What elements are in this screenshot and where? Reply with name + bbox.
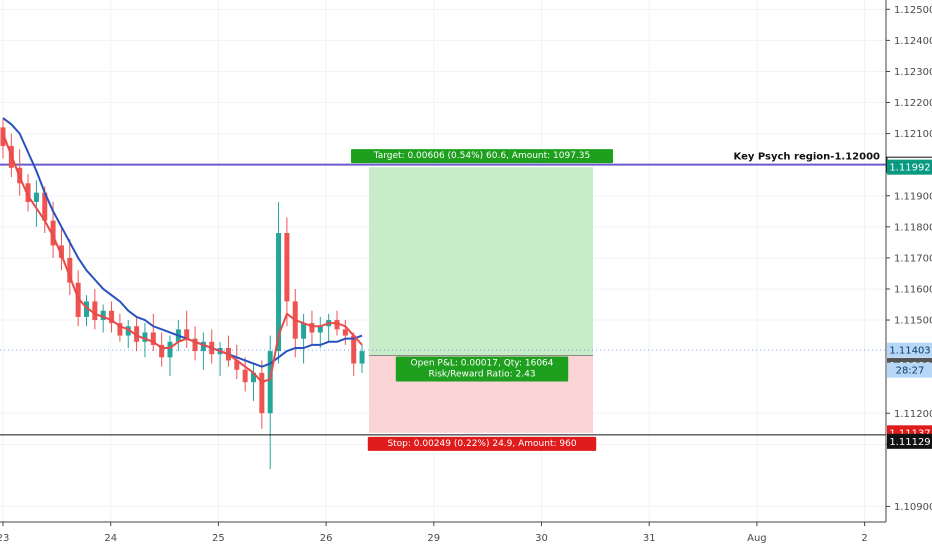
candle-body <box>317 326 323 333</box>
profit-zone <box>369 167 593 356</box>
target-label-text: Target: 0.00606 (0.54%) 60.6, Amount: 10… <box>373 151 591 161</box>
time-tick-label: 23 <box>0 533 9 544</box>
candle-body <box>150 332 156 345</box>
candle-body <box>67 257 73 283</box>
candle-body <box>50 220 56 246</box>
time-tick-label: 26 <box>320 533 333 544</box>
candle-body <box>184 329 190 339</box>
price-tick-label: 1.12500 <box>894 5 932 16</box>
price-tag-text: 1.11992 <box>889 163 930 174</box>
price-tags: 1.120001.119921.114031.113861.111371.111… <box>0 156 932 449</box>
time-axis[interactable]: 23 24 25 26 29 30 31 Aug 2 <box>0 521 886 544</box>
pnl-label-box <box>395 356 569 382</box>
price-tag-bg <box>887 433 932 449</box>
price-tick-label: 1.12300 <box>894 67 932 78</box>
time-tick-label: 25 <box>212 533 225 544</box>
ma-fast-line <box>2 133 363 384</box>
price-tag-text: 1.11129 <box>889 437 930 448</box>
candle-body <box>159 344 165 358</box>
candle-body <box>342 329 348 336</box>
price-tick-label: 1.11700 <box>894 253 932 264</box>
time-tick-label: 29 <box>427 533 440 544</box>
candle-body <box>58 245 64 258</box>
candle-body <box>117 323 123 336</box>
pnl-label-text: Risk/Reward Ratio: 2.43 <box>428 369 535 379</box>
candle-body <box>100 310 106 321</box>
moving-averages <box>2 117 363 384</box>
candle-body <box>251 372 256 383</box>
candle-body <box>142 332 148 342</box>
candle-body <box>192 338 198 352</box>
candle-body <box>359 351 365 364</box>
candle-body <box>92 301 98 321</box>
candle-body <box>200 341 206 352</box>
candle-body <box>134 326 140 342</box>
candle-body <box>33 192 39 202</box>
ma-slow-line <box>2 117 363 368</box>
price-tick-label: 1.12100 <box>894 129 932 140</box>
price-tick-label: 1.12400 <box>894 36 932 47</box>
candle-body <box>351 335 357 364</box>
price-tick-label: 1.11600 <box>894 284 932 295</box>
price-tick-label: 1.10900 <box>894 502 932 513</box>
time-tick-label: 31 <box>643 533 656 544</box>
candle-body <box>0 127 6 147</box>
price-tag-text: 1.11403 <box>889 346 930 357</box>
countdown-bg <box>887 362 932 378</box>
candle-body <box>301 323 307 339</box>
pnl-label-text: Open P&L: 0.00017, Qty: 16064 <box>411 358 554 368</box>
price-tick-label: 1.11800 <box>894 222 932 233</box>
stop-label-text: Stop: 0.00249 (0.22%) 24.9, Amount: 960 <box>387 439 576 449</box>
candle-body <box>242 369 248 383</box>
countdown-text: 28:27 <box>896 366 925 377</box>
position-labels: Target: 0.00606 (0.54%) 60.6, Amount: 10… <box>351 149 613 451</box>
candle-body <box>267 351 273 414</box>
candle-body <box>334 320 340 330</box>
candle-body <box>259 372 265 414</box>
position-zones <box>369 167 593 433</box>
candle-body <box>109 310 115 324</box>
stop-label-box <box>367 436 597 451</box>
candle-body <box>125 326 131 336</box>
key-level-line[interactable]: Key Psych region-1.12000 <box>0 152 886 166</box>
time-tick-label: 2 <box>861 533 867 544</box>
key-level-label: Key Psych region-1.12000 <box>734 152 881 163</box>
time-tick-label: 24 <box>104 533 117 544</box>
candle-body <box>167 341 173 358</box>
candle-body <box>84 301 89 317</box>
candle-body <box>25 183 31 202</box>
time-tick-label: 30 <box>535 533 548 544</box>
target-label-box <box>351 149 613 164</box>
candle-body <box>284 233 290 302</box>
candle-body <box>75 282 81 317</box>
candle-body <box>42 192 48 221</box>
candle-body <box>276 233 282 352</box>
price-tick-label: 1.11200 <box>894 409 932 420</box>
price-tick-label: 1.11900 <box>894 191 932 202</box>
price-tag-bg <box>887 342 932 358</box>
price-tag-bg <box>887 159 932 175</box>
candle-body <box>234 360 240 370</box>
time-tick-label: Aug <box>747 533 767 544</box>
candle-body <box>309 323 315 333</box>
price-tick-label: 1.12200 <box>894 98 932 109</box>
price-tick-label: 1.11500 <box>894 316 932 327</box>
